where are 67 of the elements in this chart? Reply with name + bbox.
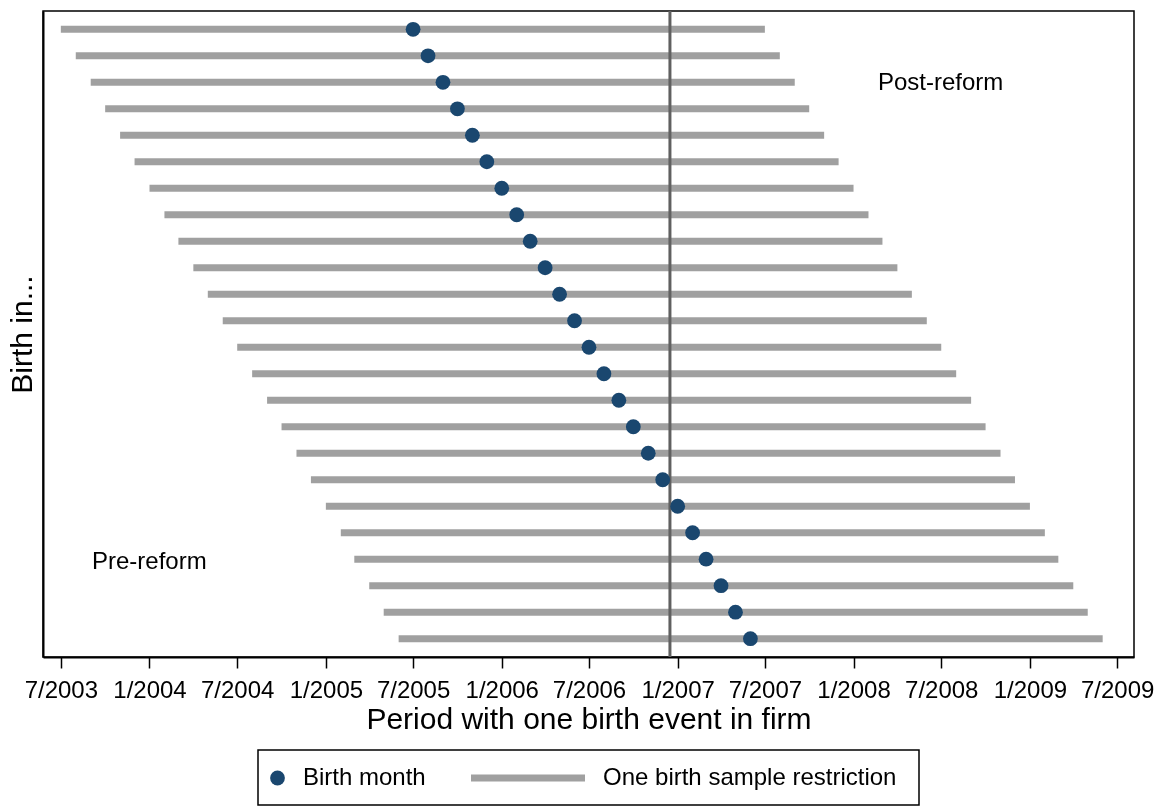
x-tick-label: 1/2004: [113, 675, 187, 703]
point: [713, 578, 729, 594]
point: [728, 604, 743, 620]
bar: [134, 158, 839, 166]
point: [552, 286, 567, 302]
x-tick-label: 1/2008: [817, 675, 891, 703]
bar: [149, 184, 854, 192]
bar: [164, 211, 869, 219]
bar: [354, 555, 1059, 563]
bar: [222, 317, 927, 325]
point: [743, 631, 758, 647]
bar: [325, 502, 1030, 510]
bar: [398, 635, 1103, 643]
bar: [267, 396, 972, 404]
bar: [383, 608, 1088, 616]
bar: [60, 25, 765, 33]
bar: [207, 290, 912, 298]
x-tick-label: 7/2006: [552, 675, 627, 703]
x-tick-label: 1/2007: [641, 675, 715, 703]
point: [405, 21, 421, 37]
bar: [75, 52, 780, 60]
point: [420, 48, 436, 64]
annotation: Pre-reform: [92, 547, 207, 574]
point: [640, 445, 656, 461]
x-tick-label: 7/2003: [24, 675, 99, 703]
bar: [237, 343, 942, 351]
point: [479, 154, 495, 170]
x-tick-label: 1/2005: [289, 675, 364, 703]
y-axis-title: Birth in...: [4, 275, 38, 394]
point: [494, 180, 510, 196]
bar: [296, 449, 1001, 457]
point: [537, 260, 553, 276]
point: [625, 419, 641, 435]
bar: [310, 476, 1015, 484]
point: [450, 101, 465, 117]
x-tick-label: 7/2005: [376, 675, 451, 703]
x-tick-label: 7/2004: [201, 675, 275, 703]
point: [435, 74, 451, 90]
bar: [340, 529, 1045, 537]
bar: [369, 582, 1074, 590]
x-axis-title: Period with one birth event in firm: [366, 701, 812, 735]
point: [581, 339, 597, 355]
x-tick-label: 7/2009: [1080, 675, 1155, 703]
point: [464, 127, 480, 143]
x-tick-label: 1/2006: [465, 675, 539, 703]
point: [509, 207, 525, 223]
bar: [120, 131, 825, 139]
point: [596, 366, 612, 382]
x-tick-label: 1/2009: [993, 675, 1068, 703]
point: [685, 525, 700, 541]
legend-label: One birth sample restriction: [603, 763, 897, 790]
point: [522, 233, 538, 249]
point: [670, 498, 686, 514]
bar: [252, 370, 957, 378]
bar: [193, 264, 898, 272]
x-tick-label: 7/2007: [728, 675, 803, 703]
point: [611, 392, 627, 408]
x-tick-label: 7/2008: [905, 675, 979, 703]
bar: [90, 78, 795, 86]
annotation: Post-reform: [878, 68, 1004, 95]
bar: [178, 237, 883, 245]
legend-label: Birth month: [303, 763, 426, 790]
point: [655, 472, 671, 488]
bar: [281, 423, 986, 431]
point: [698, 551, 714, 567]
bar: [105, 105, 810, 113]
point: [567, 313, 582, 329]
